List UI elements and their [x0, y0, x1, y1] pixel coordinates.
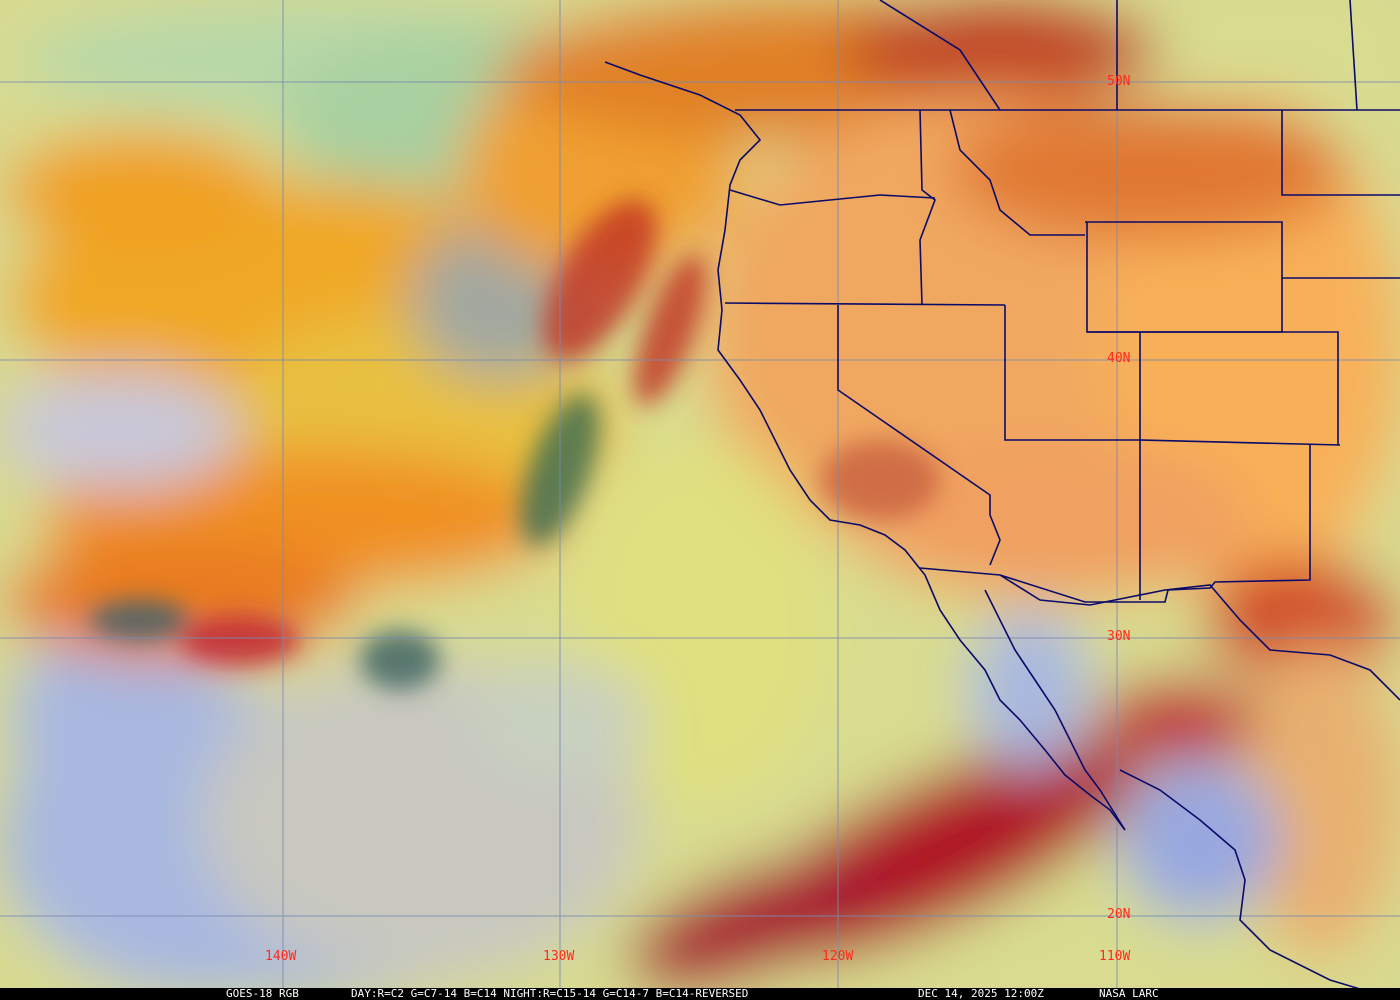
lat-label-40n: 40N — [1107, 351, 1131, 366]
lon-label-110w: 110W — [1099, 949, 1131, 964]
id-mt-border — [949, 109, 1085, 236]
rgb-recipe: DAY:R=C2 G=C7-14 B=C14 NIGHT:R=C15-14 G=… — [351, 987, 749, 1000]
lon-label-130w: 130W — [543, 949, 575, 964]
cloud-detail — [90, 199, 940, 690]
baja-east-coast — [984, 589, 1126, 831]
or-ca-nv-border — [724, 302, 1006, 306]
west-coastline — [604, 61, 1126, 831]
lon-label-140w: 140W — [265, 949, 297, 964]
mexico-west-coast — [999, 574, 1400, 701]
timestamp: DEC 14, 2025 12:00Z — [918, 987, 1044, 1000]
nd-border — [1349, 0, 1358, 111]
wa-or-border — [729, 189, 936, 206]
nm-tx-border — [919, 445, 1311, 603]
mexico-pacific-coast — [1119, 769, 1381, 996]
boundaries — [604, 0, 1400, 996]
lat-label-50n: 50N — [1107, 74, 1131, 89]
co-nm-border — [1140, 331, 1339, 445]
ut-az-border — [1004, 305, 1341, 446]
lat-label-30n: 30N — [1107, 629, 1131, 644]
id-border — [919, 109, 936, 306]
mt-east — [1281, 110, 1400, 196]
caption-bar: GOES-18 RGB DAY:R=C2 G=C7-14 B=C14 NIGHT… — [0, 988, 1400, 1000]
bc-ab-border — [879, 0, 1001, 111]
ca-nv-border — [837, 305, 1001, 566]
lon-label-120w: 120W — [822, 949, 854, 964]
credit: NASA LARC — [1099, 987, 1159, 1000]
lat-label-20n: 20N — [1107, 907, 1131, 922]
satellite-name: GOES-18 RGB — [226, 987, 299, 1000]
